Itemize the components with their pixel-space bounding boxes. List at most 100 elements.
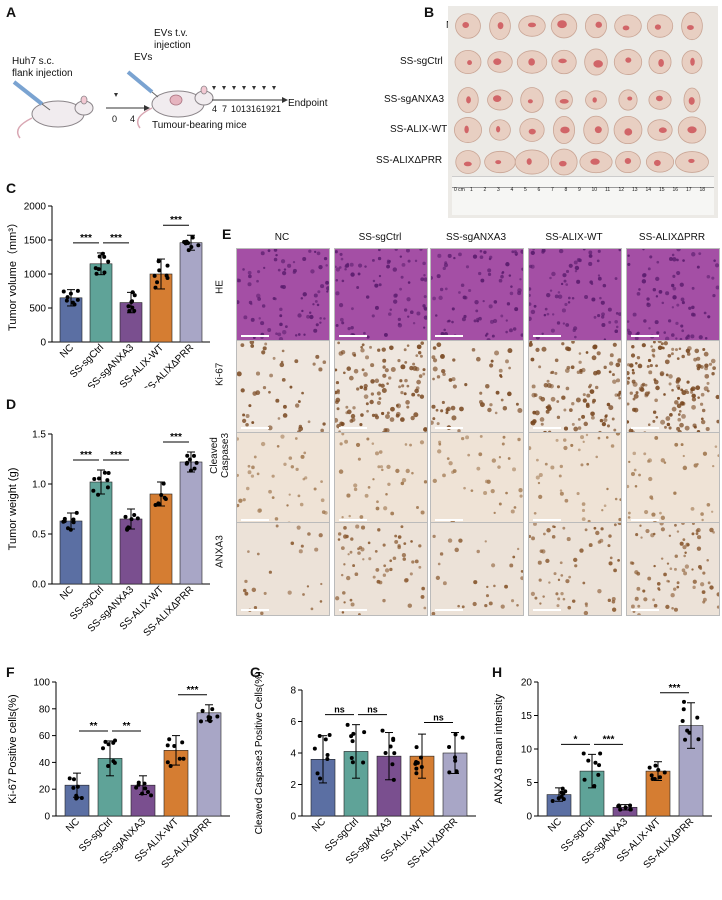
stained-nucleus xyxy=(660,527,665,532)
stained-nucleus xyxy=(302,256,307,261)
stained-nucleus xyxy=(380,411,385,416)
stained-nucleus xyxy=(358,613,361,615)
stained-nucleus xyxy=(592,398,596,403)
stained-nucleus xyxy=(674,523,677,527)
stained-nucleus xyxy=(683,571,688,576)
stained-nucleus xyxy=(267,328,272,332)
stained-nucleus xyxy=(294,334,298,337)
stained-nucleus xyxy=(529,287,532,291)
y-axis-label: Ki-67 Positive cells(%) xyxy=(7,694,19,803)
stained-nucleus xyxy=(544,307,548,311)
stained-nucleus xyxy=(657,345,663,351)
stained-nucleus xyxy=(636,355,641,360)
stained-nucleus xyxy=(508,366,511,370)
scale-bar xyxy=(533,609,561,611)
stained-nucleus xyxy=(399,287,403,291)
y-tick-label: 1.0 xyxy=(32,480,46,491)
stained-nucleus xyxy=(613,428,617,432)
stained-nucleus xyxy=(358,545,363,550)
stained-nucleus xyxy=(420,594,425,599)
stained-nucleus xyxy=(412,365,418,371)
stained-nucleus xyxy=(529,264,533,269)
data-point xyxy=(71,777,76,782)
ihc-image xyxy=(430,340,524,434)
stained-nucleus xyxy=(320,284,325,289)
stained-nucleus xyxy=(652,419,656,423)
stained-nucleus xyxy=(421,586,425,591)
ihc-image xyxy=(528,432,622,526)
stained-nucleus xyxy=(237,437,240,441)
stained-nucleus xyxy=(596,259,600,263)
stained-nucleus xyxy=(716,419,719,424)
data-point xyxy=(623,805,628,810)
stained-nucleus xyxy=(417,351,422,355)
stained-nucleus xyxy=(512,467,517,472)
stained-nucleus xyxy=(423,277,427,282)
stained-nucleus xyxy=(627,511,631,515)
stained-nucleus xyxy=(680,324,684,328)
stained-nucleus xyxy=(671,333,675,337)
stained-nucleus xyxy=(614,277,618,280)
stained-nucleus xyxy=(530,357,535,362)
stained-nucleus xyxy=(614,393,618,397)
significance-label: *** xyxy=(80,450,92,461)
stained-nucleus xyxy=(385,493,388,496)
stained-nucleus xyxy=(672,274,676,278)
stained-nucleus xyxy=(399,379,403,383)
stained-nucleus xyxy=(308,249,312,253)
stained-nucleus xyxy=(701,408,706,413)
stained-nucleus xyxy=(648,370,653,375)
stained-nucleus xyxy=(510,509,515,514)
stained-nucleus xyxy=(275,332,278,336)
stained-nucleus xyxy=(676,357,680,361)
stained-nucleus xyxy=(303,333,306,336)
ihc-column-header: SS-sgCtrl xyxy=(358,232,402,243)
stained-nucleus xyxy=(557,291,561,294)
stained-nucleus xyxy=(397,544,401,548)
bar xyxy=(196,712,222,817)
stained-nucleus xyxy=(435,408,439,412)
stained-nucleus xyxy=(417,393,420,397)
data-point xyxy=(65,295,70,300)
stained-nucleus xyxy=(671,253,675,257)
stained-nucleus xyxy=(325,280,329,285)
stained-nucleus xyxy=(367,541,371,545)
stained-nucleus xyxy=(557,294,563,299)
data-point xyxy=(325,757,330,762)
stained-nucleus xyxy=(454,547,459,553)
stained-nucleus xyxy=(706,502,711,507)
stained-nucleus xyxy=(567,301,571,304)
stained-nucleus xyxy=(451,320,454,324)
stained-nucleus xyxy=(651,348,656,353)
stained-nucleus xyxy=(676,249,681,252)
stained-nucleus xyxy=(256,293,261,299)
stained-nucleus xyxy=(699,567,703,570)
stained-nucleus xyxy=(364,265,367,268)
stained-nucleus xyxy=(237,503,240,508)
stained-nucleus xyxy=(342,591,346,595)
stained-nucleus xyxy=(663,393,666,396)
injection-label: Huh7 s.c. flank injection xyxy=(12,56,73,80)
stained-nucleus xyxy=(597,276,602,281)
stained-nucleus xyxy=(698,252,702,256)
stained-nucleus xyxy=(243,588,247,593)
stained-nucleus xyxy=(571,402,575,406)
stained-nucleus xyxy=(696,463,699,466)
ihc-row-label: Ki-67 xyxy=(215,363,226,386)
stained-nucleus xyxy=(442,372,446,377)
stained-nucleus xyxy=(350,326,354,330)
stained-nucleus xyxy=(407,259,411,263)
stained-nucleus xyxy=(657,341,662,344)
ihc-image xyxy=(334,522,428,616)
stained-nucleus xyxy=(394,293,398,298)
stained-nucleus xyxy=(238,498,243,503)
stained-nucleus xyxy=(707,581,711,585)
stained-nucleus xyxy=(483,490,488,496)
ihc-image xyxy=(626,432,720,526)
ihc-row-label-line: Caspase3 xyxy=(220,432,231,478)
panel-letter-b: B xyxy=(424,4,435,20)
significance-label: *** xyxy=(80,233,92,244)
stained-nucleus xyxy=(714,445,718,448)
stained-nucleus xyxy=(582,249,586,251)
tumour-spot xyxy=(595,21,602,28)
